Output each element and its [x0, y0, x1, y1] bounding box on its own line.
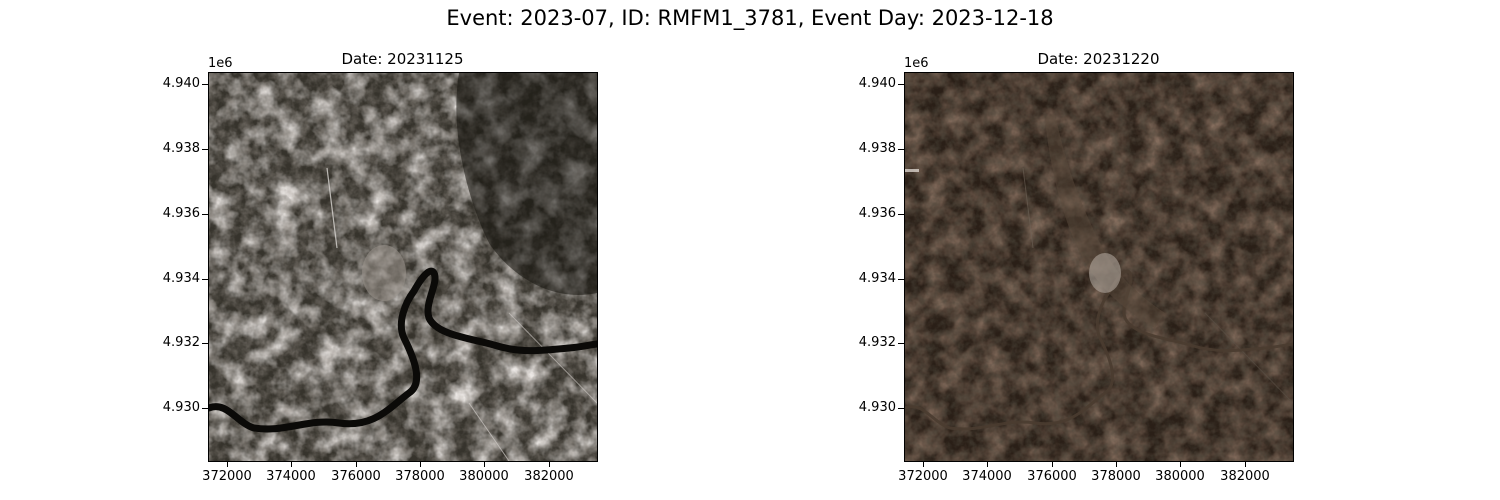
x-tick-label: 380000 — [459, 469, 509, 484]
panel-title: Date: 20231125 — [341, 50, 464, 68]
y-tick-label: 4.940 — [162, 76, 200, 91]
x-tick-label: 378000 — [395, 469, 445, 484]
x-tick-label: 374000 — [266, 469, 316, 484]
x-tick-label: 374000 — [962, 469, 1012, 484]
x-tick-label: 376000 — [1027, 469, 1077, 484]
y-offset-label: 1e6 — [208, 56, 233, 71]
y-tick-label: 4.930 — [858, 400, 896, 415]
y-offset-label: 1e6 — [904, 56, 929, 71]
x-tick-label: 382000 — [1220, 469, 1270, 484]
y-tick-label: 4.934 — [858, 271, 896, 286]
y-tick-label: 4.938 — [858, 141, 896, 156]
x-tick-label: 378000 — [1091, 469, 1141, 484]
y-tick-label: 4.934 — [162, 271, 200, 286]
x-tick-label: 380000 — [1155, 469, 1205, 484]
x-tick-label: 372000 — [898, 469, 948, 484]
y-tick-label: 4.930 — [162, 400, 200, 415]
y-tick-label: 4.940 — [858, 76, 896, 91]
x-tick-label: 372000 — [202, 469, 252, 484]
satellite-image-snow — [208, 72, 598, 462]
y-tick-label: 4.938 — [162, 141, 200, 156]
satellite-image-dark — [904, 72, 1294, 462]
y-tick-label: 4.936 — [162, 206, 200, 221]
y-tick-label: 4.932 — [858, 335, 896, 350]
y-tick-label: 4.936 — [858, 206, 896, 221]
y-tick-label: 4.932 — [162, 335, 200, 350]
panel-title: Date: 20231220 — [1037, 50, 1160, 68]
figure-suptitle: Event: 2023-07, ID: RMFM1_3781, Event Da… — [446, 6, 1054, 30]
x-tick-label: 382000 — [524, 469, 574, 484]
x-tick-label: 376000 — [331, 469, 381, 484]
